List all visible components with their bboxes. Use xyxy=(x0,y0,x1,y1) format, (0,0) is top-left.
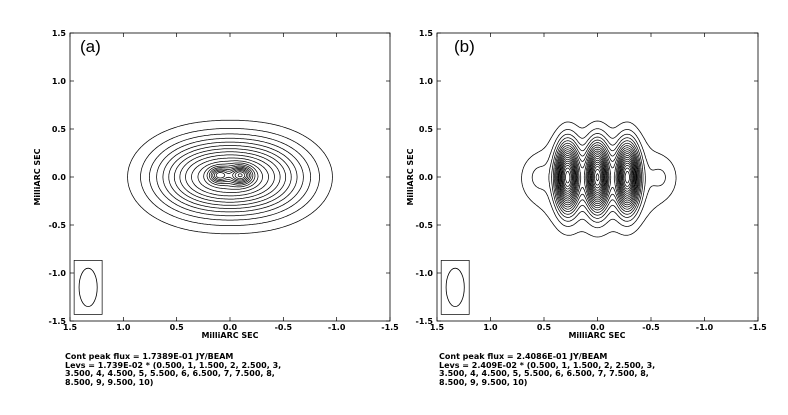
x-tick-label: 1.0 xyxy=(116,323,131,332)
beam-inset xyxy=(73,260,103,315)
contour-level-9 xyxy=(563,166,632,189)
panel-b: (b) MilliARC SEC MilliARC SEC 1.5 1.0 0.5 0… xyxy=(406,29,767,340)
contour-level-10 xyxy=(237,173,243,178)
axis-ticks: 1.5 1.0 0.5 0.0 -0.5 -1.0 -1.51.51.00.50.0-0.5… xyxy=(416,29,768,332)
y-tick-label: -0.5 xyxy=(416,221,434,230)
y-tick-label: 0.0 xyxy=(419,173,434,182)
levels-line-3: 8.500, 9, 9.500, 10) xyxy=(65,377,154,387)
x-tick-label: -1.5 xyxy=(381,323,399,332)
contour-lines xyxy=(127,119,333,235)
contour-level-7.5 xyxy=(210,166,252,185)
contour-level-1 xyxy=(140,128,320,226)
panel-label: (b) xyxy=(454,37,475,56)
beam-box xyxy=(440,260,470,315)
x-tick-label: -1.0 xyxy=(328,323,346,332)
beam-ellipse xyxy=(445,267,465,307)
contour-level-4.5 xyxy=(185,154,275,200)
panel-label: (a) xyxy=(80,37,101,56)
contour-level-1.5 xyxy=(149,133,311,221)
levels-line-2: 3.500, 4, 4.500, 5, 5.500, 6, 6.500, 7, … xyxy=(65,369,275,378)
x-tick-label: -0.5 xyxy=(642,323,660,332)
x-tick-label: -1.5 xyxy=(749,323,767,332)
x-tick-label: 1.5 xyxy=(63,323,78,332)
y-tick-label: 0.0 xyxy=(52,173,67,182)
contour-level-4 xyxy=(556,146,639,209)
contour-level-6 xyxy=(559,154,636,201)
x-tick-label: -0.5 xyxy=(275,323,293,332)
contour-level-6.5 xyxy=(206,164,256,188)
x-axis-title: MilliARC SEC xyxy=(568,331,625,340)
y-tick-label: 0.5 xyxy=(419,125,434,134)
contour-level-8.5 xyxy=(562,163,633,191)
x-tick-label: 0.5 xyxy=(537,323,552,332)
levels-line-2: 3.500, 4, 4.500, 5, 5.500, 6, 6.500, 7, … xyxy=(439,369,649,378)
levels-line-1: Levs = 1.739E-02 * (0.500, 1, 1.500, 2, … xyxy=(65,360,282,370)
contour-level-2.5 xyxy=(162,141,298,213)
contour-level-2.5 xyxy=(552,139,642,216)
x-tick-label: 0.5 xyxy=(170,323,185,332)
y-tick-label: 1.0 xyxy=(52,77,67,86)
x-tick-label: -1.0 xyxy=(696,323,714,332)
plot-frame xyxy=(69,32,391,322)
y-tick-label: -1.0 xyxy=(49,269,67,278)
contour-level-7 xyxy=(560,157,635,197)
y-tick-label: -1.5 xyxy=(416,317,434,326)
contour-level-6.5 xyxy=(559,156,636,199)
contour-level-1.5 xyxy=(548,133,646,223)
y-tick-label: -1.5 xyxy=(49,317,67,326)
contour-level-1 xyxy=(531,128,666,229)
contour-level-9.5 xyxy=(565,168,630,186)
contour-level-3.5 xyxy=(555,144,640,211)
contour-level-9 xyxy=(215,170,247,181)
peak-flux-text: Cont peak flux = 2.4086E-01 JY/BEAM xyxy=(439,352,608,361)
contour-level-6 xyxy=(203,162,259,190)
peak-flux-text: Cont peak flux = 1.7389E-01 JY/BEAM xyxy=(65,352,234,361)
panel-a: (a) MilliARC SEC MilliARC SEC 1.5 1.0 0.5 0… xyxy=(33,29,399,340)
y-tick-label: -0.5 xyxy=(49,221,67,230)
x-tick-label: 0.0 xyxy=(223,323,238,332)
contour-level-0.5 xyxy=(127,119,333,235)
x-axis-title: MilliARC SEC xyxy=(201,331,258,340)
contour-lines xyxy=(521,120,677,238)
contour-level-2 xyxy=(156,137,304,217)
contour-level-7.5 xyxy=(561,159,634,195)
contour-level-8.5 xyxy=(214,169,249,182)
plot-frame xyxy=(436,32,759,322)
caption-b: Cont peak flux = 2.4086E-01 JY/BEAM Levs… xyxy=(439,352,656,387)
contour-level-0.5 xyxy=(521,120,677,238)
contour-level-5.5 xyxy=(197,160,263,193)
x-tick-label: 1.5 xyxy=(430,323,445,332)
x-tick-label: 1.0 xyxy=(483,323,498,332)
contour-level-5 xyxy=(191,157,269,197)
y-tick-label: 1.5 xyxy=(419,29,434,38)
y-tick-label: -1.0 xyxy=(416,269,434,278)
contour-level-2 xyxy=(551,136,644,219)
x-tick-label: 0.0 xyxy=(590,323,605,332)
axis-ticks: 1.5 1.0 0.5 0.0 -0.5 -1.0 -1.51.51.00.50.0-0.5… xyxy=(49,29,400,332)
y-tick-label: 1.5 xyxy=(52,29,67,38)
beam-box xyxy=(73,260,103,315)
levels-line-1: Levs = 2.409E-02 * (0.500, 1, 1.500, 2, … xyxy=(439,360,656,370)
contour-level-5 xyxy=(557,150,638,205)
contour-level-7 xyxy=(208,165,254,186)
contour-level-3 xyxy=(168,145,292,209)
contour-level-9.5 xyxy=(234,171,246,180)
levels-line-3: 8.500, 9, 9.500, 10) xyxy=(439,377,528,387)
y-axis-title: MilliARC SEC xyxy=(33,148,42,205)
contour-level-8 xyxy=(212,168,250,183)
contour-level-10 xyxy=(595,173,600,182)
y-axis-title: MilliARC SEC xyxy=(406,148,415,205)
beam-inset xyxy=(440,260,470,315)
contour-level-4 xyxy=(179,151,281,203)
contour-level-4.5 xyxy=(556,148,638,207)
contour-level-3 xyxy=(554,142,641,213)
contour-level-5.5 xyxy=(558,152,637,203)
beam-ellipse xyxy=(78,267,98,307)
contour-level-8 xyxy=(562,161,633,193)
y-tick-label: 0.5 xyxy=(52,125,67,134)
caption-a: Cont peak flux = 1.7389E-01 JY/BEAM Levs… xyxy=(65,352,282,387)
contour-level-3.5 xyxy=(173,148,287,206)
y-tick-label: 1.0 xyxy=(419,77,434,86)
